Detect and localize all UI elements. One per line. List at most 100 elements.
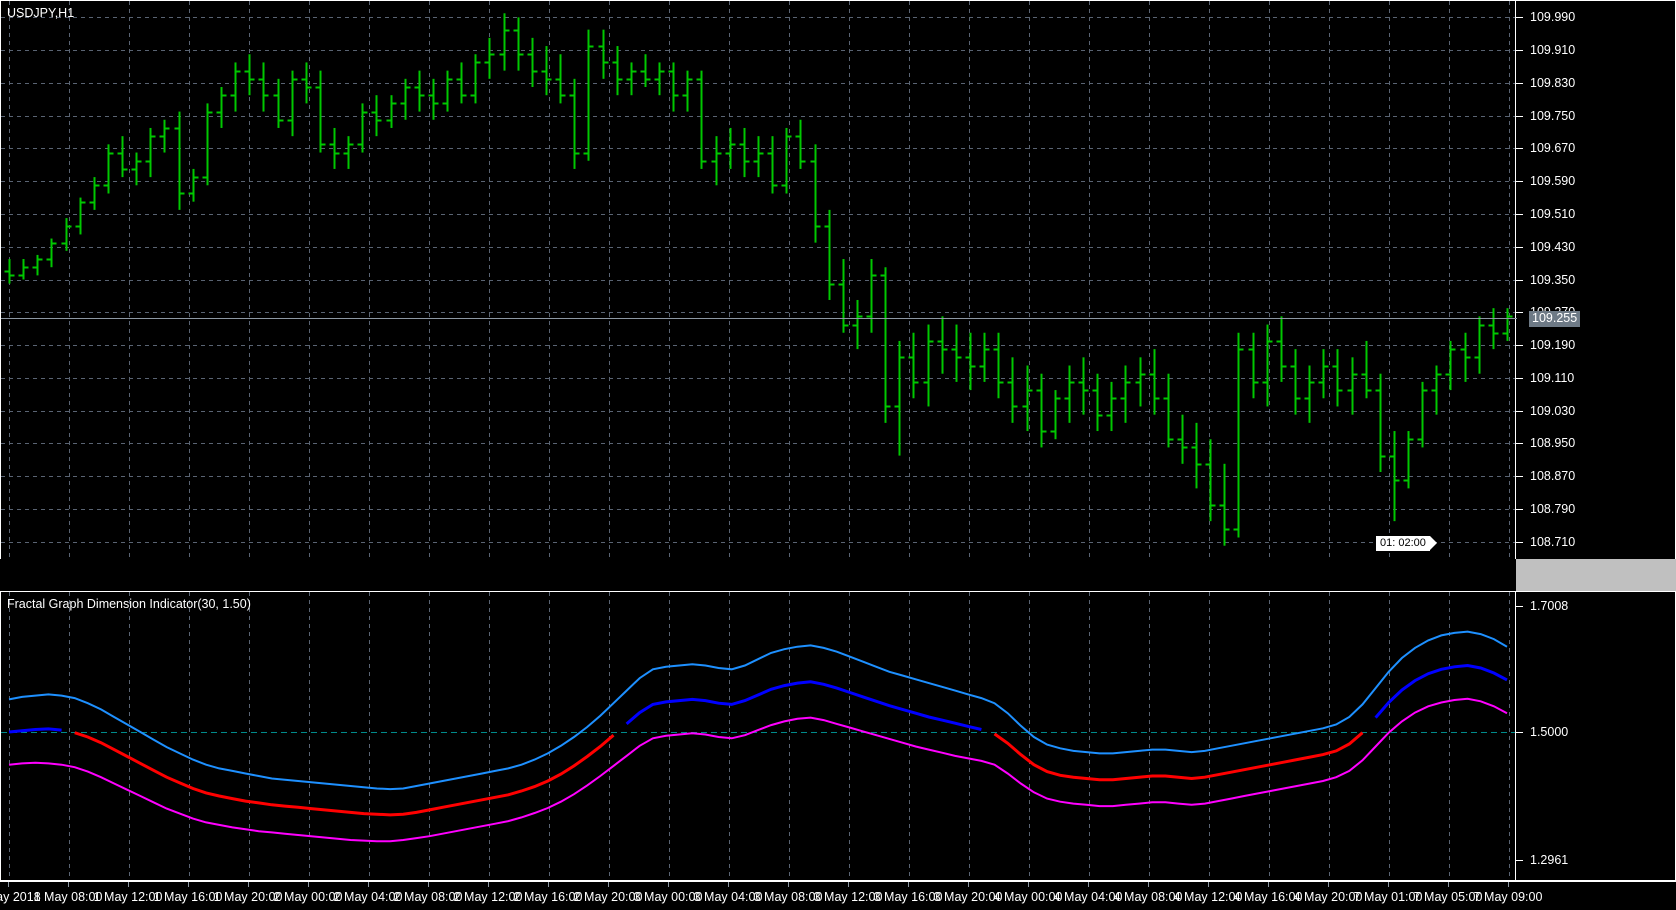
indicator-lines-svg [1,592,1517,880]
price-axis-label: 108.950 [1530,436,1576,451]
time-axis-label: 1 May 20:00 [213,890,283,904]
time-axis-tick [1148,882,1149,887]
time-axis-label: 1 May 2018 [0,890,41,904]
price-axis-tick [1516,148,1523,149]
price-axis-label: 109.990 [1530,10,1576,25]
price-chart-pane[interactable]: 109.990 109.910 109.830 109.750 109.670 109.5… [0,0,1676,559]
price-axis-label: 109.030 [1530,403,1576,418]
price-axis-label: 109.350 [1530,272,1576,287]
time-axis-label: 3 May 08:00 [753,890,823,904]
time-axis-label: 4 May 04:00 [1053,890,1123,904]
price-axis-label: 109.430 [1530,239,1576,254]
time-axis-label: 3 May 04:00 [693,890,763,904]
time-axis-tick [368,882,369,887]
time-axis-tick [548,882,549,887]
price-axis-label: 109.110 [1530,370,1575,385]
pane-separator[interactable] [0,559,1676,591]
time-axis-label: 4 May 00:00 [993,890,1063,904]
time-axis-tick [1328,882,1329,887]
time-axis-label: 7 May 01:00 [1353,890,1423,904]
time-axis-tick [1208,882,1209,887]
current-price-line [1,318,1517,319]
indicator-y-axis[interactable]: 1.7008 1.5000 1.2961 [1515,592,1675,880]
price-axis-label: 109.190 [1530,337,1576,352]
price-axis-label: 108.870 [1530,468,1576,483]
price-axis-label: 109.510 [1530,206,1576,221]
price-axis-tick [1516,214,1523,215]
time-axis-tick [1388,882,1389,887]
time-axis-label: 4 May 20:00 [1293,890,1363,904]
time-axis-label: 2 May 20:00 [573,890,643,904]
time-axis-label: 3 May 16:00 [873,890,943,904]
price-axis-tick [1516,345,1523,346]
indicator-axis-tick [1516,860,1523,861]
indicator-axis-label: 1.7008 [1530,598,1569,613]
price-axis-tick [1516,181,1523,182]
time-axis-label: 2 May 04:00 [333,890,403,904]
time-axis-label: 2 May 16:00 [513,890,583,904]
price-plot-area[interactable] [1,1,1517,559]
price-axis-tick [1516,247,1523,248]
time-axis-tick [308,882,309,887]
price-axis-label: 109.590 [1530,173,1576,188]
price-axis-tick [1516,83,1523,84]
price-axis-tick [1516,50,1523,51]
price-axis-label: 109.830 [1530,75,1576,90]
price-axis-tick [1516,542,1523,543]
time-axis-tick [848,882,849,887]
pane-separator-inner [0,559,1516,591]
time-axis-label: 4 May 08:00 [1113,890,1183,904]
indicator-plot-area[interactable] [1,592,1517,880]
indicator-axis-label: 1.2961 [1530,852,1569,867]
time-axis-label: 3 May 12:00 [813,890,883,904]
price-y-axis[interactable]: 109.990 109.910 109.830 109.750 109.670 109.5… [1515,1,1675,559]
time-axis-tick [668,882,669,887]
time-axis-label: 7 May 05:00 [1413,890,1483,904]
time-axis-label: 7 May 09:00 [1473,890,1543,904]
indicator-axis-label: 1.5000 [1530,724,1569,739]
price-axis-tick [1516,443,1523,444]
price-bars-svg [1,1,1517,558]
time-axis-tick [128,882,129,887]
price-axis-tick [1516,17,1523,18]
time-axis-tick [68,882,69,887]
time-axis-label: 1 May 12:00 [93,890,163,904]
crosshair-time-tooltip: 01: 02:00 [1376,536,1437,551]
time-axis-tick [908,882,909,887]
time-axis-label: 3 May 20:00 [933,890,1003,904]
price-axis-tick [1516,476,1523,477]
time-axis-tick [728,882,729,887]
time-axis-label: 4 May 16:00 [1233,890,1303,904]
time-axis-tick [428,882,429,887]
time-axis-label: 4 May 12:00 [1173,890,1243,904]
price-axis-tick [1516,411,1523,412]
time-axis-tick [188,882,189,887]
price-axis-label: 109.910 [1530,42,1576,57]
time-axis-label: 1 May 16:00 [153,890,223,904]
time-axis-tick [788,882,789,887]
time-axis-tick [1268,882,1269,887]
price-axis-tick [1516,378,1523,379]
time-axis-tick [1508,882,1509,887]
price-axis-tick [1516,116,1523,117]
time-axis-tick [1088,882,1089,887]
indicator-axis-tick [1516,732,1523,733]
time-axis-tick [8,882,9,887]
time-axis-label: 2 May 08:00 [393,890,463,904]
price-axis-label: 108.710 [1530,534,1576,549]
time-axis-label: 2 May 12:00 [453,890,523,904]
time-axis-tick [488,882,489,887]
price-axis-tick [1516,312,1523,313]
price-axis-label: 109.750 [1530,108,1576,123]
time-axis-tick [248,882,249,887]
current-price-badge: 109.255 [1529,311,1581,327]
indicator-pane[interactable]: 1.7008 1.5000 1.2961 Fractal Graph Dimensi… [0,591,1676,881]
time-axis-tick [968,882,969,887]
price-axis-tick [1516,280,1523,281]
time-axis-label: 3 May 00:00 [633,890,703,904]
time-axis-label: 2 May 00:00 [273,890,343,904]
time-axis-tick [608,882,609,887]
price-axis-label: 108.790 [1530,501,1576,516]
